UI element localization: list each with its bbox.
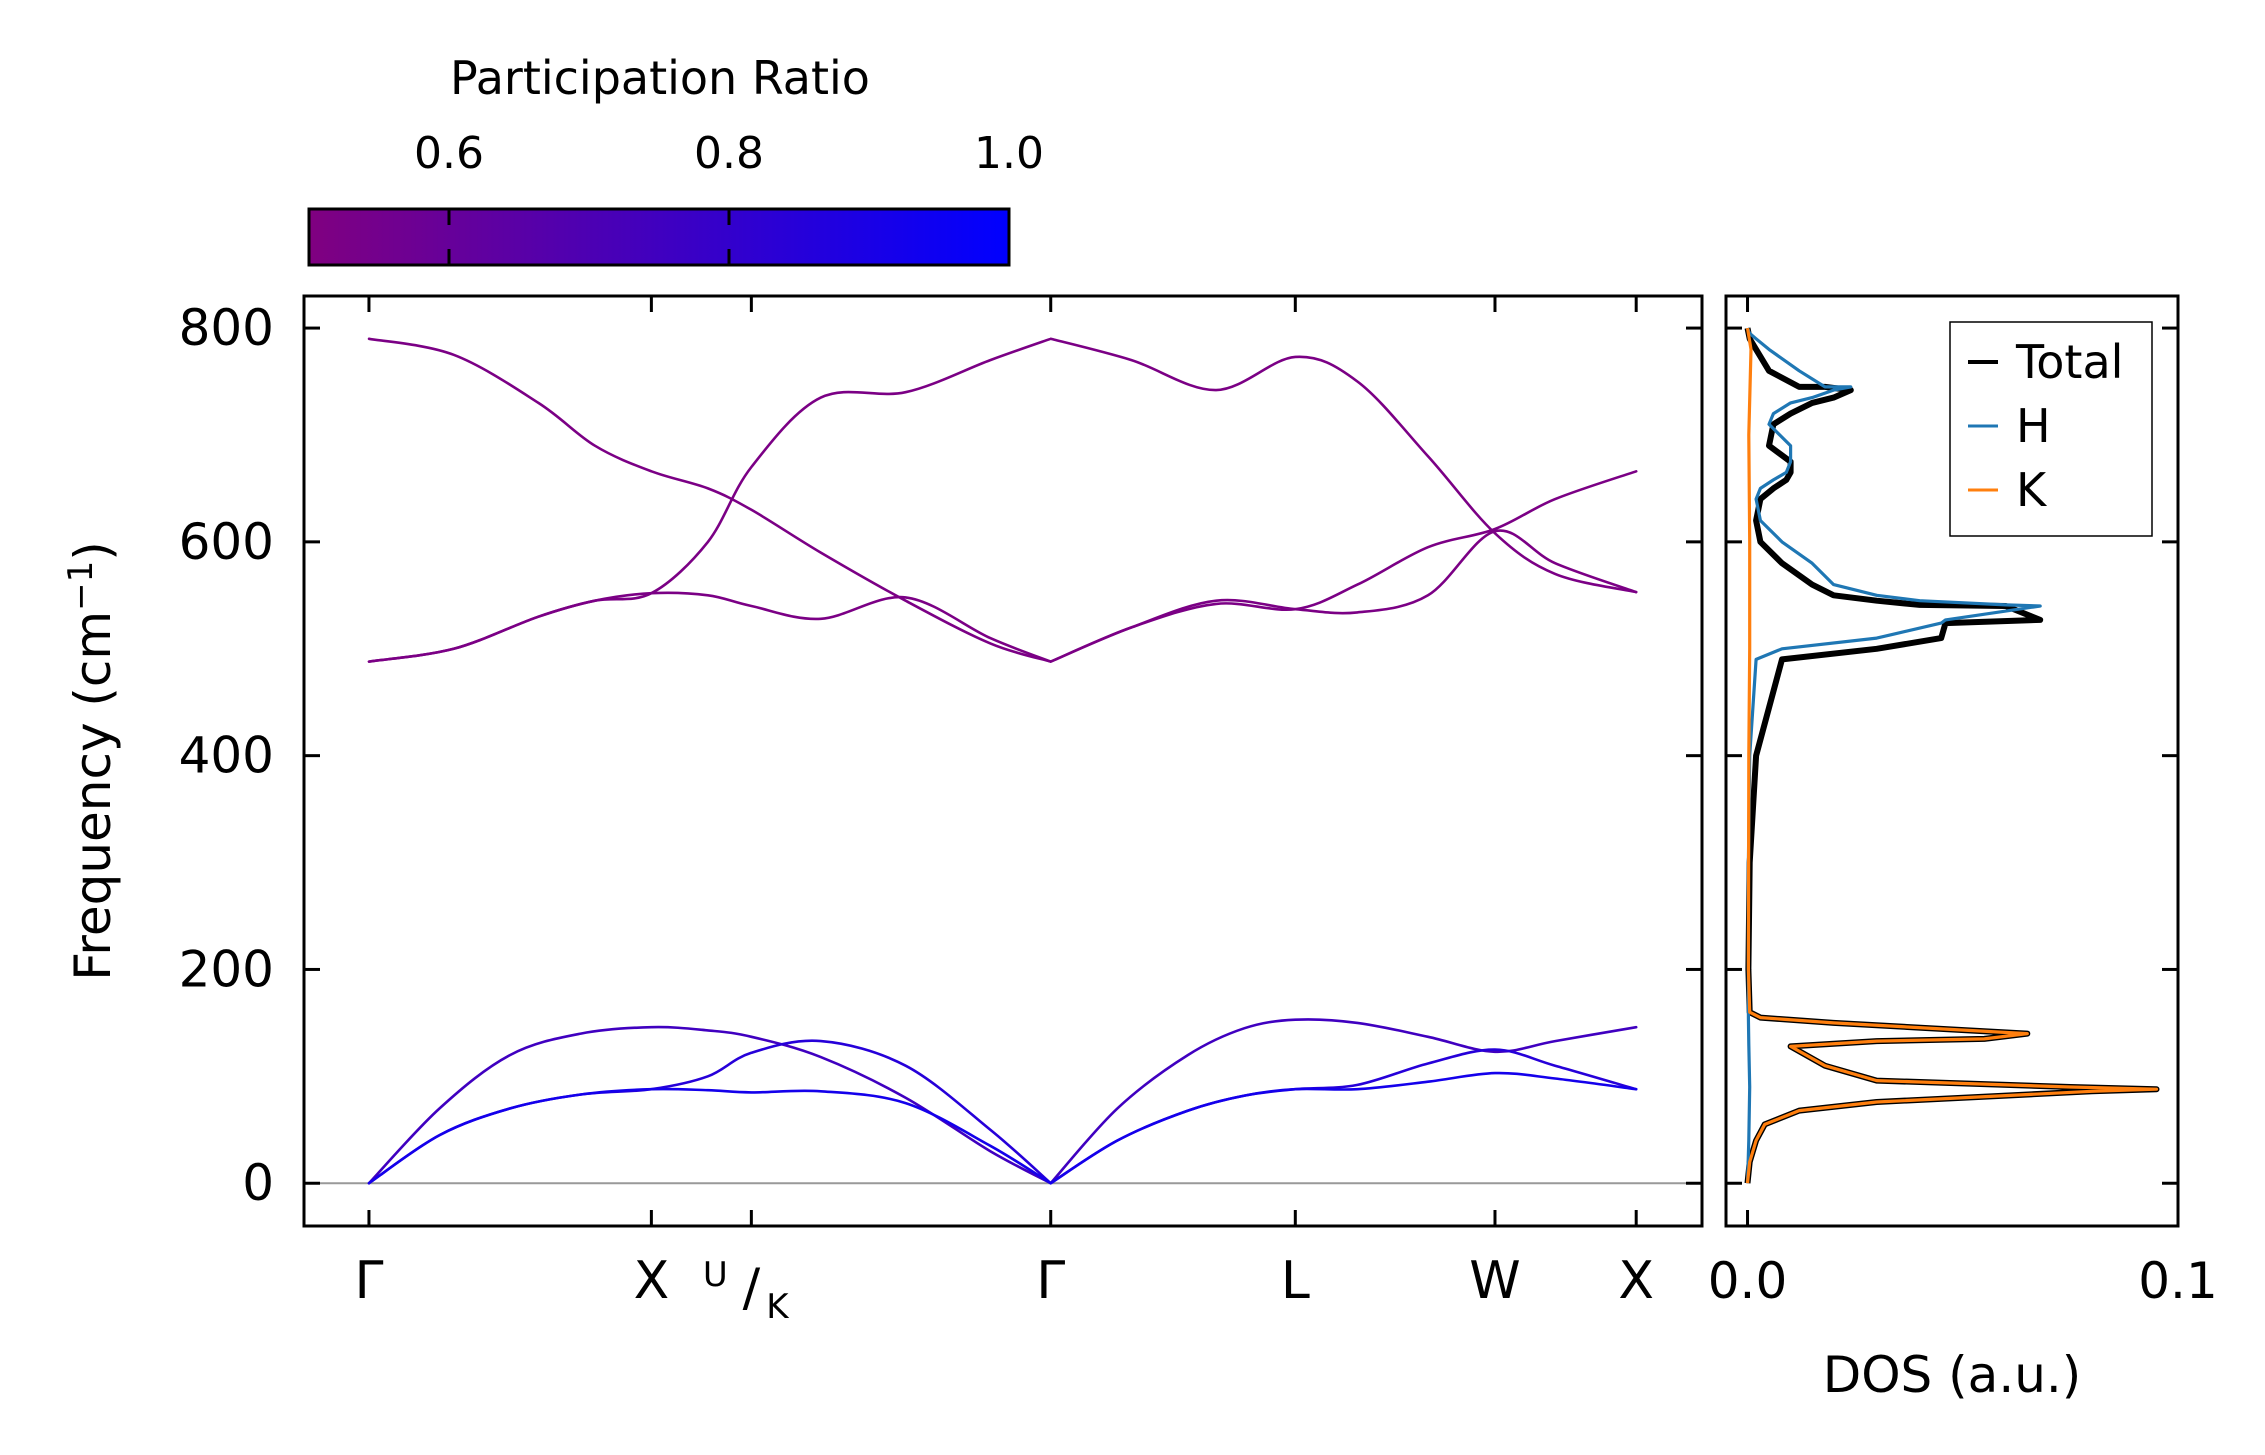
kpoint-label-u: U [703, 1255, 728, 1295]
legend-box [1949, 321, 2153, 537]
colorbar-gradient [307, 207, 1011, 267]
band-y-tick-label: 0 [242, 1154, 274, 1212]
acoustic-band-3 [367, 1071, 1638, 1185]
band-k-ticks: Γ X U / K Γ L W X [354, 296, 1654, 1327]
colorbar-tick-label: 0.6 [414, 128, 484, 179]
dos-line-k [1745, 327, 2159, 1184]
legend-label-k: K [2016, 463, 2048, 517]
dos-y-ticks [1726, 326, 2178, 1185]
colorbar-tick-label: 1.0 [974, 128, 1044, 179]
kpoint-label: X [634, 1251, 670, 1311]
dos-axes-frame [1724, 294, 2180, 1228]
legend-entry-k: K [1968, 463, 2048, 517]
optical-band-1 [367, 337, 1638, 663]
kpoint-label: Γ [1036, 1251, 1065, 1311]
dos-legend: Total H K [1949, 321, 2153, 537]
dos-x-tick-label: 0.0 [1708, 1252, 1788, 1310]
dos-x-axis-label: DOS (a.u.) [1823, 1346, 2082, 1404]
kpoint-label-k: K [766, 1287, 790, 1327]
optical-band-3 [367, 337, 1638, 663]
acoustic-band-2 [367, 1039, 1638, 1185]
legend-entry-total: Total [1968, 335, 2123, 389]
band-y-ticks: 0 200 400 600 800 [179, 299, 1702, 1212]
kpoint-label: Γ [354, 1251, 383, 1311]
band-y-axis-label: Frequency (cm−1) [61, 541, 122, 981]
dos-x-ticks: 0.0 0.1 [1708, 296, 2218, 1310]
band-y-tick-label: 400 [179, 727, 274, 785]
band-y-tick-label: 200 [179, 940, 274, 998]
colorbar-ticks: 0.6 0.8 1.0 [414, 128, 1044, 265]
kpoint-label: X [1618, 1251, 1654, 1311]
kpoint-label-uk: U / K [703, 1255, 790, 1327]
colorbar: Participation Ratio 0.6 0.8 1.0 [307, 51, 1044, 267]
dos-panel: 0.0 0.1 DOS (a.u.) Total H K [1708, 294, 2218, 1404]
band-y-tick-label: 800 [179, 299, 274, 357]
kpoint-label: L [1281, 1251, 1310, 1311]
kpoint-label-slash: / [743, 1258, 761, 1318]
legend-entry-h: H [1968, 399, 2051, 453]
band-lines [367, 337, 1638, 1185]
dos-lines [1744, 327, 2160, 1184]
colorbar-title: Participation Ratio [450, 51, 870, 105]
legend-label-total: Total [2015, 335, 2123, 389]
colorbar-tick-label: 0.8 [694, 128, 764, 179]
optical-band-2 [367, 470, 1638, 663]
band-y-tick-label: 600 [179, 513, 274, 571]
band-axes-frame [302, 294, 1704, 1228]
legend-label-h: H [2016, 399, 2051, 453]
acoustic-band-1 [367, 1018, 1638, 1185]
kpoint-label: W [1469, 1251, 1520, 1311]
dos-x-tick-label: 0.1 [2138, 1252, 2218, 1310]
